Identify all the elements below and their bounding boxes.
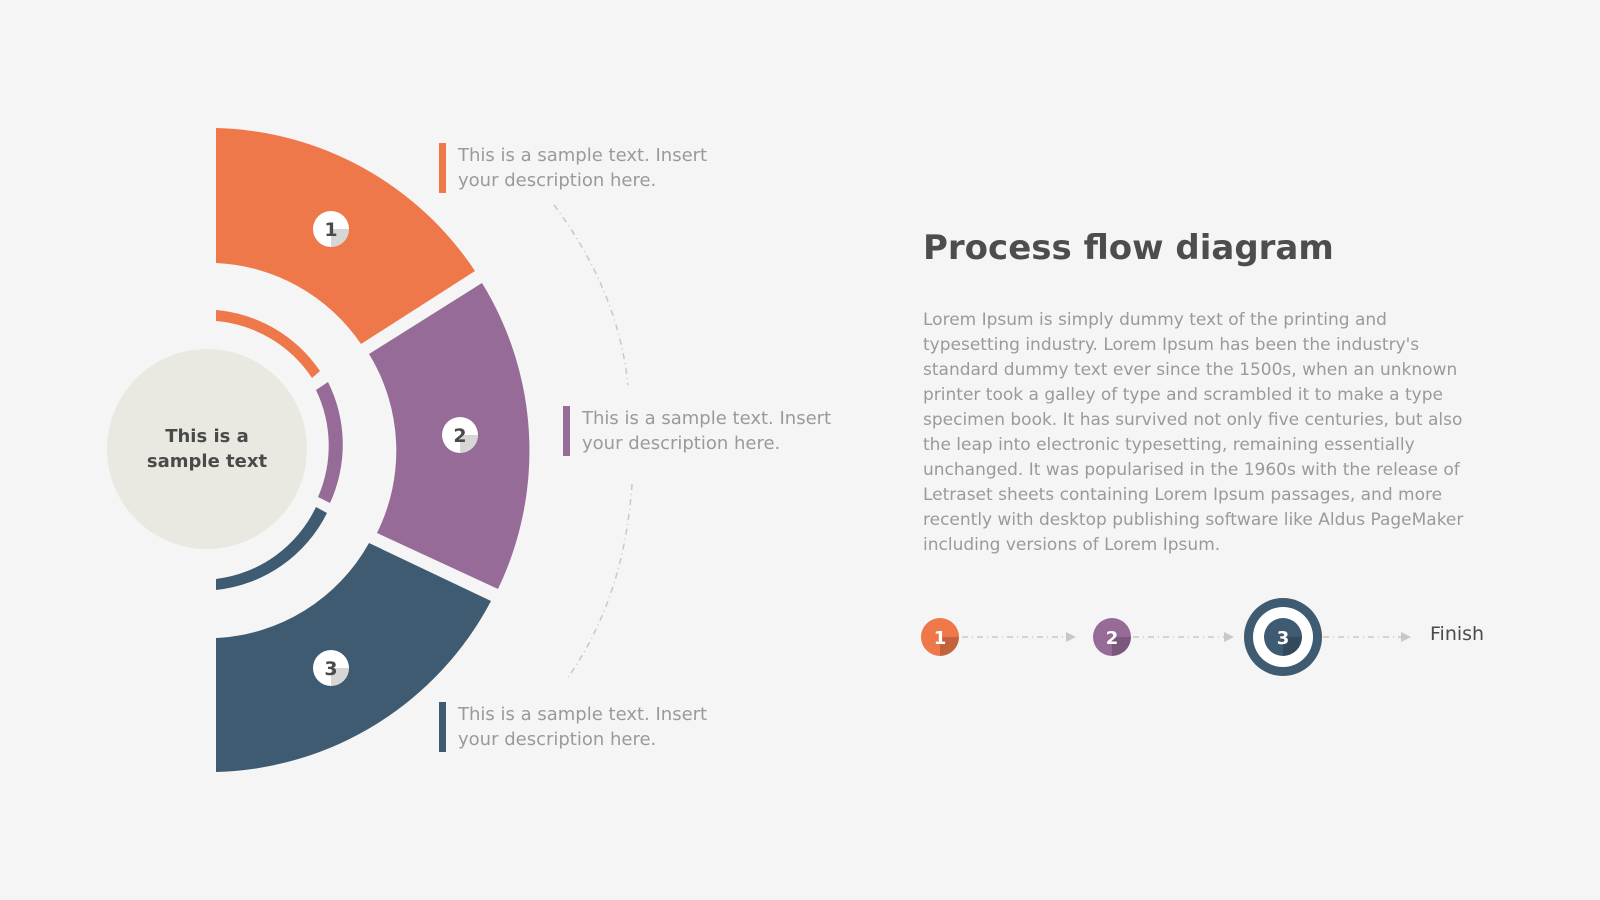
connector-arc-top <box>553 204 629 386</box>
segment-3-arc[interactable] <box>216 543 491 772</box>
segment-3-number: 3 <box>324 658 337 680</box>
flow-arrow-3 <box>1401 632 1411 642</box>
inner-arc-1 <box>216 310 320 378</box>
flow-step-2-number: 2 <box>1106 628 1119 649</box>
page-title: Process flow diagram <box>923 228 1334 268</box>
flow-arrow-2 <box>1224 632 1234 642</box>
flow-step-1-number: 1 <box>934 628 947 649</box>
flow-step-1[interactable]: 1 <box>921 618 959 656</box>
segment-2-description: This is a sample text. Insert your descr… <box>563 406 862 456</box>
segment-1-number: 1 <box>324 219 337 241</box>
inner-arc-2 <box>316 382 343 503</box>
flow-step-2[interactable]: 2 <box>1093 618 1131 656</box>
center-circle <box>107 349 307 549</box>
flow-arrow-1 <box>1066 632 1076 642</box>
inner-arc-3 <box>216 507 327 590</box>
flow-step-3-number: 3 <box>1277 628 1290 649</box>
segment-3-description: This is a sample text. Insert your descr… <box>439 702 738 752</box>
segment-2-badge: 2 <box>442 417 478 453</box>
flow-step-3[interactable]: 3 <box>1244 598 1322 676</box>
description-paragraph: Lorem Ipsum is simply dummy text of the … <box>923 310 1464 555</box>
segment-1-description: This is a sample text. Insert your descr… <box>439 143 738 193</box>
connector-arc-bottom <box>565 483 633 681</box>
center-label: This is a sample text <box>146 426 268 472</box>
semicircle-diagram: 1 2 3 <box>107 128 633 772</box>
segment-3-badge: 3 <box>313 650 349 686</box>
segment-1-badge: 1 <box>313 211 349 247</box>
finish-label: Finish <box>1430 623 1485 645</box>
segment-2-number: 2 <box>453 425 466 447</box>
